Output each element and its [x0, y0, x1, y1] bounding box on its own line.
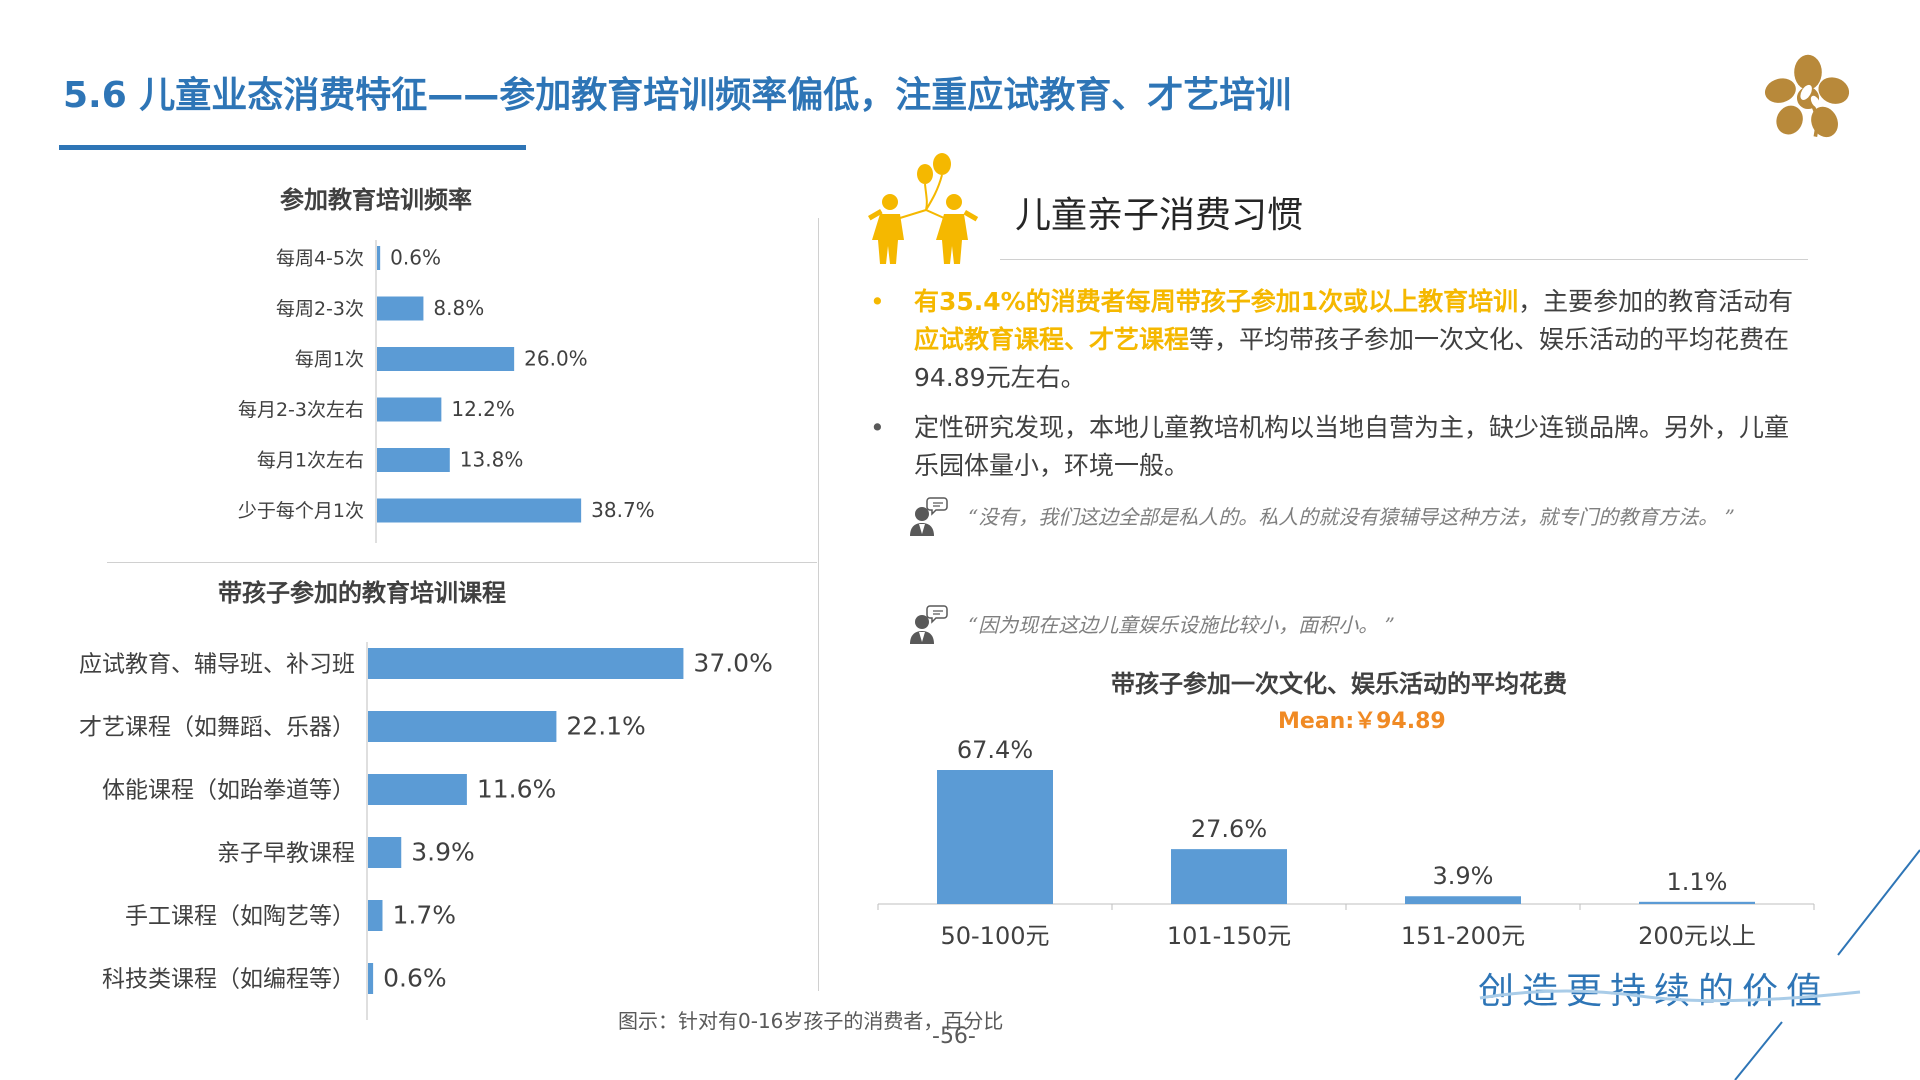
category-label: 科技类课程（如编程等） — [102, 967, 355, 993]
value-label: 1.7% — [392, 901, 456, 930]
bar — [377, 347, 515, 371]
bar — [377, 397, 442, 422]
category-label: 每周4-5次 — [276, 248, 364, 270]
title-underline — [59, 145, 526, 150]
value-label: 3.9% — [1433, 862, 1494, 890]
chart-spending: 67.4% 50-100元 27.6% 101-150元 3.9% 151-200元 1.1… — [877, 736, 1815, 950]
chart-courses: 应试教育、辅导班、补习班 37.0% 才艺课程（如舞蹈、乐器） 22.1% 体能课程（如… — [79, 642, 773, 1020]
bar — [377, 296, 424, 321]
chart-courses-title: 带孩子参加的教育培训课程 — [218, 579, 506, 607]
value-label: 0.6% — [390, 246, 441, 270]
value-label: 11.6% — [477, 775, 556, 804]
category-label: 应试教育、辅导班、补习班 — [79, 652, 355, 678]
bar — [368, 900, 383, 931]
section-underline — [1000, 259, 1808, 260]
category-label: 101-150元 — [1167, 922, 1291, 950]
horizontal-divider — [107, 562, 817, 563]
speaker-icon — [910, 497, 948, 536]
speaker-icon — [910, 605, 948, 644]
page-title: 5.6 儿童业态消费特征——参加教育培训频率偏低，注重应试教育、才艺培训 — [63, 75, 1292, 116]
value-label: 0.6% — [383, 964, 447, 993]
page-number: -56- — [932, 1024, 976, 1049]
value-label: 26.0% — [524, 347, 588, 371]
value-label: 67.4% — [957, 736, 1033, 764]
bar — [1639, 901, 1755, 904]
footnote: 图示：针对有0-16岁孩子的消费者，百分比 — [618, 1009, 1004, 1033]
value-label: 13.8% — [460, 448, 524, 472]
category-label: 50-100元 — [940, 922, 1049, 950]
quote-1: “没有，我们这边全部是私人的。私人的就没有猿辅导这种方法，就专门的教育方法。 ” — [968, 505, 1735, 529]
quote-2: “因为现在这边儿童娱乐设施比较小，面积小。 ” — [968, 613, 1395, 637]
bar — [1171, 849, 1287, 904]
value-label: 8.8% — [433, 296, 484, 320]
bullet-2-text: 定性研究发现，本地儿童教培机构以当地自营为主，缺少连锁品牌。另外，儿童乐园体量小… — [914, 413, 1790, 480]
bullet-marker: • — [870, 413, 885, 442]
chart-frequency: 每周4-5次 0.6% 每周2-3次 8.8% 每周1次 26.0% 每月2-3次左右 12.… — [238, 240, 655, 543]
chart-spending-title: 带孩子参加一次文化、娱乐活动的平均花费 — [1111, 670, 1567, 698]
chart-spending-mean: Mean:￥94.89 — [1278, 709, 1446, 734]
category-label: 每月2-3次左右 — [238, 399, 364, 421]
bar — [368, 711, 557, 742]
category-label: 少于每个月1次 — [238, 500, 364, 522]
bullet-1-text-tail: 等，平均带孩子参加一次文化、娱乐活动的平均花费在94.89元左右。 — [914, 325, 1790, 392]
bullet-marker: • — [870, 287, 885, 316]
bar — [377, 498, 582, 523]
bar — [368, 648, 684, 679]
bar — [1405, 896, 1521, 904]
family-balloon-icon — [868, 153, 979, 264]
bullet-1-highlight: 有35.4%的消费者每周带孩子参加1次或以上教育培训 — [914, 287, 1519, 316]
bar — [368, 774, 467, 805]
category-label: 每月1次左右 — [257, 450, 364, 472]
bar — [377, 448, 450, 472]
bar — [937, 770, 1053, 904]
vertical-divider — [818, 218, 819, 991]
category-label: 每周2-3次 — [276, 298, 364, 320]
category-label: 亲子早教课程 — [217, 841, 355, 867]
bullet-1: • 有35.4%的消费者每周带孩子参加1次或以上教育培训，主要参加的教育活动有应… — [870, 283, 1800, 397]
category-label: 才艺课程（如舞蹈、乐器） — [79, 715, 355, 741]
bullet-2: • 定性研究发现，本地儿童教培机构以当地自营为主，缺少连锁品牌。另外，儿童乐园体… — [870, 409, 1800, 485]
flower-logo-icon — [1764, 54, 1850, 138]
value-label: 38.7% — [591, 498, 655, 522]
value-label: 27.6% — [1191, 815, 1267, 843]
bar — [368, 837, 402, 868]
bullet-1-text: ，主要参加的教育活动有 — [1518, 287, 1794, 316]
category-label: 体能课程（如跆拳道等） — [102, 778, 355, 804]
bar — [377, 246, 381, 270]
section-title: 儿童亲子消费习惯 — [1015, 195, 1304, 236]
value-label: 1.1% — [1667, 868, 1728, 896]
chart-frequency-title: 参加教育培训频率 — [280, 186, 472, 214]
category-label: 手工课程（如陶艺等） — [125, 904, 355, 930]
bullet-1-highlight-courses: 应试教育课程、才艺课程 — [914, 325, 1190, 354]
value-label: 37.0% — [693, 649, 772, 678]
slogan: 创造更持续的价值 — [1478, 971, 1831, 1012]
category-label: 200元以上 — [1638, 922, 1756, 950]
category-label: 每周1次 — [295, 349, 364, 371]
value-label: 12.2% — [451, 397, 515, 421]
value-label: 22.1% — [566, 712, 645, 741]
value-label: 3.9% — [411, 838, 475, 867]
bar — [368, 963, 374, 994]
category-label: 151-200元 — [1401, 922, 1525, 950]
